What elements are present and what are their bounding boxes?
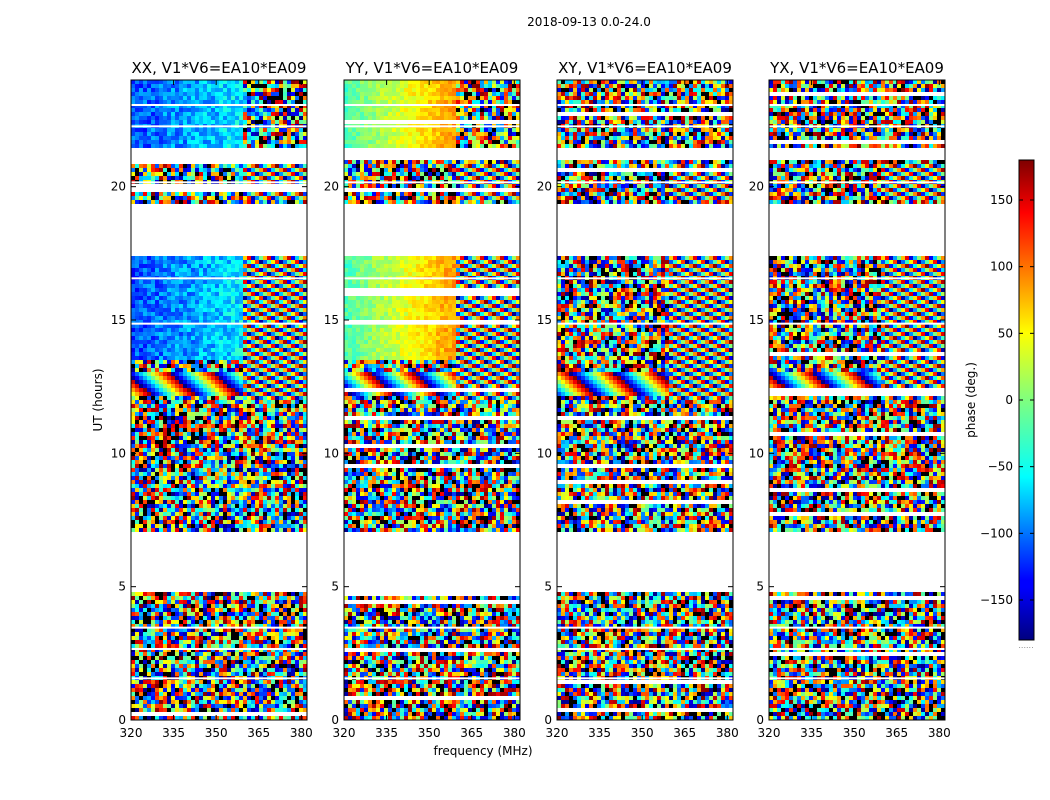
x-tick-label: 335 [162,726,185,740]
colorbar-tick-label: 100 [990,260,1013,274]
panel-title: YX, V1*V6=EA10*EA09 [769,59,944,77]
x-tick-label: 350 [843,726,866,740]
y-tick-label: 10 [111,446,126,460]
y-tick-label: 15 [537,313,552,327]
x-tick-label: 365 [673,726,696,740]
colorbar-tick-label: −150 [980,593,1013,607]
y-tick-label: 0 [756,713,764,727]
y-tick-label: 0 [118,713,126,727]
y-tick-label: 5 [756,580,764,594]
panels-group: XX, V1*V6=EA10*EA09 0 5 10 15 20 320 335 350 365 3… [111,59,951,740]
y-tick-label: 15 [111,313,126,327]
x-tick-label: 335 [800,726,823,740]
panel-title: XY, V1*V6=EA10*EA09 [558,59,732,77]
x-tick-label: 320 [120,726,143,740]
y-tick-label: 10 [324,446,339,460]
x-tick-label: 380 [290,726,313,740]
x-tick-label: 365 [460,726,483,740]
x-tick-label: 320 [546,726,569,740]
y-tick-label: 20 [324,180,339,194]
colorbar-tick-label: −50 [988,460,1013,474]
x-tick-label: 380 [503,726,526,740]
colorbar-label: phase (deg.) [964,362,978,438]
plot-frame [130,79,308,721]
x-tick-label: 335 [588,726,611,740]
panel-title: XX, V1*V6=EA10*EA09 [132,59,307,77]
colorbar-tick-label: 50 [998,326,1013,340]
x-tick-label: 335 [375,726,398,740]
y-tick-label: 20 [749,180,764,194]
plot-frame [343,79,521,721]
y-tick-label: 20 [537,180,552,194]
x-tick-label: 380 [716,726,739,740]
phase-waterfall [769,80,945,720]
y-tick-label: 10 [537,446,552,460]
colorbar-footer: ...... [1018,641,1033,650]
x-tick-label: 320 [758,726,781,740]
x-tick-label: 350 [418,726,441,740]
x-tick-label: 380 [928,726,951,740]
panel-title: YY, V1*V6=EA10*EA09 [345,59,519,77]
panel-1: YY, V1*V6=EA10*EA09 0 5 10 15 20 320 335 350 365 3… [324,59,526,740]
panel-3: YX, V1*V6=EA10*EA09 0 5 10 15 20 320 335 350 365 3… [749,59,951,740]
panel-0: XX, V1*V6=EA10*EA09 0 5 10 15 20 320 335 350 365 3… [111,59,313,740]
phase-waterfall [131,80,307,720]
colorbar: 150 100 50 0 −50 −100 −150 [980,159,1035,641]
plot-frame [556,79,734,721]
y-tick-label: 5 [331,580,339,594]
x-tick-label: 350 [205,726,228,740]
y-tick-label: 0 [331,713,339,727]
figure-suptitle: 2018-09-13 0.0-24.0 [527,15,651,29]
plot-frame [768,79,946,721]
colorbar-tick-label: 150 [990,193,1013,207]
x-tick-label: 365 [247,726,270,740]
y-tick-label: 0 [544,713,552,727]
x-axis-label: frequency (MHz) [433,744,532,758]
panel-2: XY, V1*V6=EA10*EA09 0 5 10 15 20 320 335 350 365 3… [537,59,739,740]
y-tick-label: 5 [544,580,552,594]
y-axis-label: UT (hours) [91,368,105,431]
x-tick-label: 350 [631,726,654,740]
phase-waterfall [344,80,520,720]
colorbar-tick-label: 0 [1005,393,1013,407]
y-tick-label: 15 [324,313,339,327]
x-tick-label: 320 [333,726,356,740]
y-tick-label: 15 [749,313,764,327]
colorbar-tick-label: −100 [980,526,1013,540]
y-tick-label: 10 [749,446,764,460]
x-tick-label: 365 [885,726,908,740]
y-tick-label: 20 [111,180,126,194]
phase-waterfall [557,80,733,720]
y-tick-label: 5 [118,580,126,594]
